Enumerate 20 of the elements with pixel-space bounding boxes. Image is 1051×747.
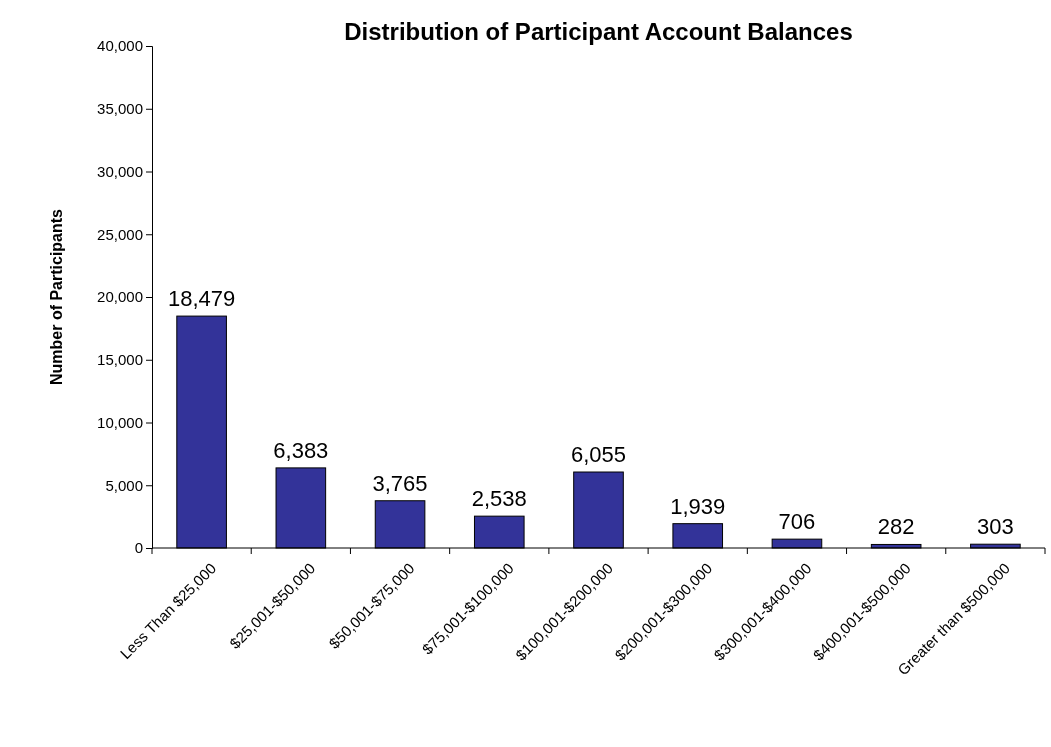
y-axis-title: Number of Participants [48,208,65,386]
data-label: 2,538 [471,486,527,512]
y-tick-label: 0 [134,539,143,557]
y-tick-label: 25,000 [97,225,143,243]
y-tick-label: 15,000 [97,351,143,369]
data-label: 303 [977,514,1014,540]
y-tick-label: 10,000 [97,413,143,431]
y-tick-label: 5,000 [105,476,143,494]
y-tick-label: 20,000 [97,288,143,306]
data-label: 706 [778,509,816,535]
y-tick-label: 40,000 [97,37,143,55]
y-tick-label: 30,000 [97,162,143,180]
data-label: 18,479 [167,286,236,312]
data-label: 6,055 [570,442,627,468]
y-tick-label: 35,000 [97,100,143,118]
chart-title: Distribution of Participant Account Balances [344,18,853,45]
data-label: 282 [877,514,915,540]
data-label: 3,765 [372,470,428,496]
data-label: 1,939 [670,493,726,519]
data-label: 6,383 [273,437,329,463]
